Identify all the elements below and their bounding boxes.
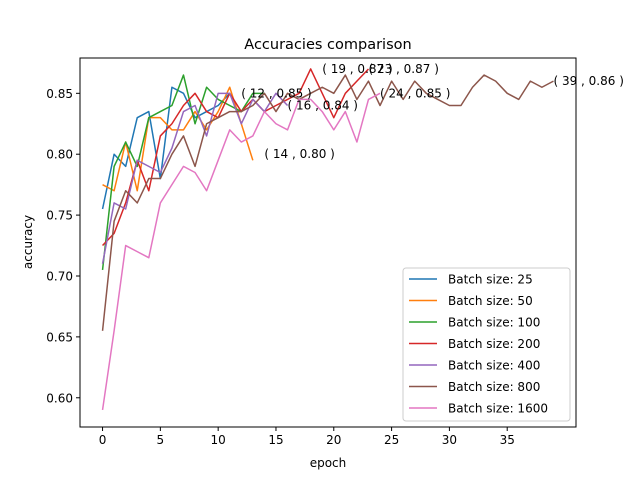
y-tick-label: 0.60 xyxy=(46,391,73,405)
x-tick-label: 10 xyxy=(211,433,226,447)
legend-label: Batch size: 25 xyxy=(448,273,533,287)
x-tick-label: 30 xyxy=(442,433,457,447)
series-line-2 xyxy=(101,74,265,270)
x-tick-label: 5 xyxy=(157,433,165,447)
annotation-label: ( 16 , 0.84 ) xyxy=(288,98,358,112)
y-axis-label: accuracy xyxy=(21,215,35,269)
annotation-label: ( 24 , 0.85 ) xyxy=(380,86,450,100)
annotation-label: ( 19 , 0.87 ) xyxy=(322,62,392,76)
annotation-label: ( 23 , 0.87 ) xyxy=(368,62,438,76)
annotation-label: ( 12 , 0.85 ) xyxy=(241,86,311,100)
legend-label: Batch size: 1600 xyxy=(448,402,548,416)
legend-label: Batch size: 800 xyxy=(448,380,540,394)
annotation-layer: ( 12 , 0.85 ) ( 14 , 0.80 ) ( 16 , 0.84 ) (… xyxy=(241,62,624,161)
legend: Batch size: 25 Batch size: 50 Batch size: … xyxy=(402,267,571,422)
legend-box xyxy=(402,267,571,422)
y-tick-label: 0.85 xyxy=(46,87,73,101)
annotation-label: ( 39 , 0.86 ) xyxy=(553,74,623,88)
x-tick-label: 0 xyxy=(99,433,107,447)
series-line-0 xyxy=(101,86,231,210)
legend-label: Batch size: 50 xyxy=(448,294,533,308)
y-tick-label: 0.75 xyxy=(46,209,73,223)
y-axis: 0.60 0.65 0.70 0.75 0.80 0.85 xyxy=(46,87,80,405)
x-tick-label: 25 xyxy=(384,433,399,447)
series-line-5 xyxy=(101,74,554,331)
plot-frame xyxy=(79,57,577,428)
x-axis: 0 5 10 15 20 25 30 35 xyxy=(99,427,515,447)
annotation-label: ( 14 , 0.80 ) xyxy=(264,147,334,161)
y-tick-label: 0.65 xyxy=(46,330,73,344)
legend-label: Batch size: 100 xyxy=(448,316,540,330)
x-tick-label: 20 xyxy=(326,433,341,447)
y-tick-label: 0.80 xyxy=(46,148,73,162)
x-axis-label: epoch xyxy=(310,456,347,470)
x-tick-label: 15 xyxy=(268,433,283,447)
series-line-6 xyxy=(101,92,381,411)
y-tick-label: 0.70 xyxy=(46,269,73,283)
series-layer xyxy=(101,68,554,411)
legend-label: Batch size: 400 xyxy=(448,359,540,373)
series-line-3 xyxy=(102,68,370,247)
series-line-4 xyxy=(101,92,289,264)
chart-title: Accuracies comparison xyxy=(244,37,411,53)
legend-label: Batch size: 200 xyxy=(448,337,540,351)
x-tick-label: 35 xyxy=(500,433,515,447)
